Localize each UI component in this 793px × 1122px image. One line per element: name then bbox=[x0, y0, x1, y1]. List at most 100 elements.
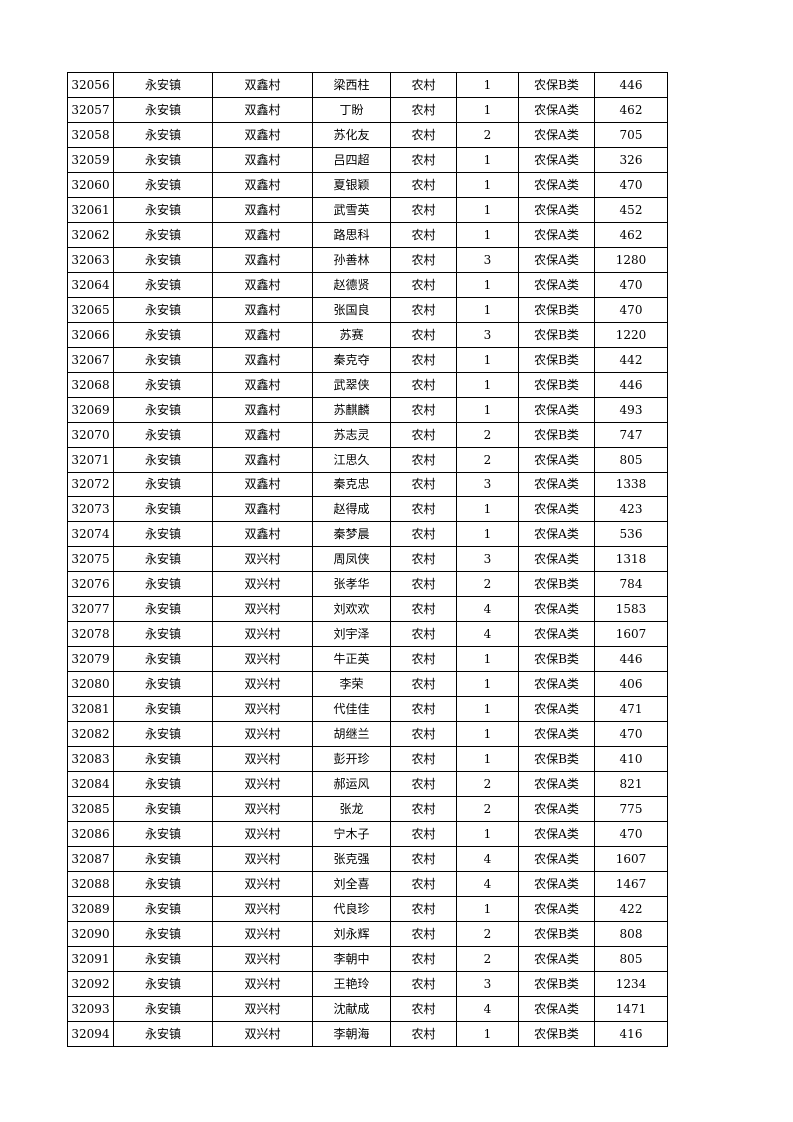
village-cell: 双兴村 bbox=[212, 796, 313, 823]
count-cell: 2 bbox=[456, 920, 519, 947]
village-cell: 双鑫村 bbox=[212, 346, 313, 373]
id-cell: 32062 bbox=[67, 221, 114, 248]
category-cell: 农保B类 bbox=[518, 421, 595, 448]
type-cell: 农村 bbox=[390, 920, 457, 947]
village-cell: 双兴村 bbox=[212, 746, 313, 773]
category-cell: 农保A类 bbox=[518, 221, 595, 248]
type-cell: 农村 bbox=[390, 446, 457, 473]
id-cell: 32063 bbox=[67, 246, 114, 273]
count-cell: 1 bbox=[456, 895, 519, 922]
town-cell: 永安镇 bbox=[113, 546, 213, 573]
category-cell: 农保A类 bbox=[518, 821, 595, 848]
table-row: 32063 永安镇 双鑫村 孙善林 农村 3 农保A类 1280 bbox=[67, 246, 668, 273]
type-cell: 农村 bbox=[390, 321, 457, 348]
name-cell: 宁木子 bbox=[312, 821, 391, 848]
village-cell: 双兴村 bbox=[212, 696, 313, 723]
category-cell: 农保A类 bbox=[518, 995, 595, 1022]
id-cell: 32087 bbox=[67, 846, 114, 872]
type-cell: 农村 bbox=[390, 696, 457, 723]
count-cell: 2 bbox=[456, 121, 519, 148]
amount-cell: 1318 bbox=[594, 546, 668, 573]
village-cell: 双兴村 bbox=[212, 771, 313, 798]
village-cell: 双兴村 bbox=[212, 646, 313, 673]
amount-cell: 452 bbox=[594, 196, 668, 223]
type-cell: 农村 bbox=[390, 646, 457, 673]
name-cell: 苏赛 bbox=[312, 321, 391, 348]
category-cell: 农保B类 bbox=[518, 571, 595, 598]
count-cell: 1 bbox=[456, 96, 519, 123]
name-cell: 张孝华 bbox=[312, 571, 391, 598]
name-cell: 吕四超 bbox=[312, 146, 391, 173]
category-cell: 农保A类 bbox=[518, 246, 595, 273]
count-cell: 1 bbox=[456, 821, 519, 848]
town-cell: 永安镇 bbox=[113, 371, 213, 398]
town-cell: 永安镇 bbox=[113, 596, 213, 623]
name-cell: 代良珍 bbox=[312, 895, 391, 922]
count-cell: 1 bbox=[456, 396, 519, 423]
name-cell: 彭开珍 bbox=[312, 746, 391, 773]
id-cell: 32075 bbox=[67, 546, 114, 573]
count-cell: 2 bbox=[456, 446, 519, 473]
count-cell: 4 bbox=[456, 621, 519, 648]
town-cell: 永安镇 bbox=[113, 895, 213, 922]
category-cell: 农保A类 bbox=[518, 271, 595, 298]
category-cell: 农保A类 bbox=[518, 521, 595, 548]
id-cell: 32082 bbox=[67, 721, 114, 748]
type-cell: 农村 bbox=[390, 171, 457, 198]
id-cell: 32080 bbox=[67, 671, 114, 698]
type-cell: 农村 bbox=[390, 621, 457, 648]
village-cell: 双鑫村 bbox=[212, 72, 313, 98]
town-cell: 永安镇 bbox=[113, 671, 213, 698]
amount-cell: 705 bbox=[594, 121, 668, 148]
id-cell: 32093 bbox=[67, 995, 114, 1022]
town-cell: 永安镇 bbox=[113, 496, 213, 523]
table-row: 32067 永安镇 双鑫村 秦克夺 农村 1 农保B类 442 bbox=[67, 346, 668, 373]
type-cell: 农村 bbox=[390, 146, 457, 173]
id-cell: 32064 bbox=[67, 271, 114, 298]
count-cell: 1 bbox=[456, 271, 519, 298]
category-cell: 农保A类 bbox=[518, 121, 595, 148]
amount-cell: 536 bbox=[594, 521, 668, 548]
table-row: 32083 永安镇 双兴村 彭开珍 农村 1 农保B类 410 bbox=[67, 746, 668, 773]
amount-cell: 1467 bbox=[594, 871, 668, 897]
category-cell: 农保B类 bbox=[518, 72, 595, 98]
category-cell: 农保A类 bbox=[518, 396, 595, 423]
village-cell: 双兴村 bbox=[212, 945, 313, 972]
type-cell: 农村 bbox=[390, 995, 457, 1022]
amount-cell: 471 bbox=[594, 696, 668, 723]
town-cell: 永安镇 bbox=[113, 321, 213, 348]
count-cell: 3 bbox=[456, 970, 519, 997]
table-row: 32087 永安镇 双兴村 张克强 农村 4 农保A类 1607 bbox=[67, 846, 668, 872]
id-cell: 32076 bbox=[67, 571, 114, 598]
town-cell: 永安镇 bbox=[113, 746, 213, 773]
type-cell: 农村 bbox=[390, 546, 457, 573]
town-cell: 永安镇 bbox=[113, 646, 213, 673]
amount-cell: 326 bbox=[594, 146, 668, 173]
id-cell: 32090 bbox=[67, 920, 114, 947]
amount-cell: 808 bbox=[594, 920, 668, 947]
category-cell: 农保A类 bbox=[518, 945, 595, 972]
id-cell: 32092 bbox=[67, 970, 114, 997]
village-cell: 双兴村 bbox=[212, 821, 313, 848]
count-cell: 2 bbox=[456, 771, 519, 798]
category-cell: 农保A类 bbox=[518, 846, 595, 872]
id-cell: 32070 bbox=[67, 421, 114, 448]
amount-cell: 470 bbox=[594, 296, 668, 323]
amount-cell: 805 bbox=[594, 945, 668, 972]
name-cell: 张国良 bbox=[312, 296, 391, 323]
id-cell: 32060 bbox=[67, 171, 114, 198]
name-cell: 武翠侠 bbox=[312, 371, 391, 398]
count-cell: 1 bbox=[456, 646, 519, 673]
village-cell: 双兴村 bbox=[212, 671, 313, 698]
count-cell: 3 bbox=[456, 321, 519, 348]
table-row: 32056 永安镇 双鑫村 梁西柱 农村 1 农保B类 446 bbox=[67, 72, 668, 98]
amount-cell: 1234 bbox=[594, 970, 668, 997]
table-row: 32081 永安镇 双兴村 代佳佳 农村 1 农保A类 471 bbox=[67, 696, 668, 723]
table-row: 32089 永安镇 双兴村 代良珍 农村 1 农保A类 422 bbox=[67, 895, 668, 922]
amount-cell: 442 bbox=[594, 346, 668, 373]
table-row: 32092 永安镇 双兴村 王艳玲 农村 3 农保B类 1234 bbox=[67, 970, 668, 997]
village-cell: 双鑫村 bbox=[212, 146, 313, 173]
town-cell: 永安镇 bbox=[113, 796, 213, 823]
table-row: 32076 永安镇 双兴村 张孝华 农村 2 农保B类 784 bbox=[67, 571, 668, 598]
id-cell: 32066 bbox=[67, 321, 114, 348]
